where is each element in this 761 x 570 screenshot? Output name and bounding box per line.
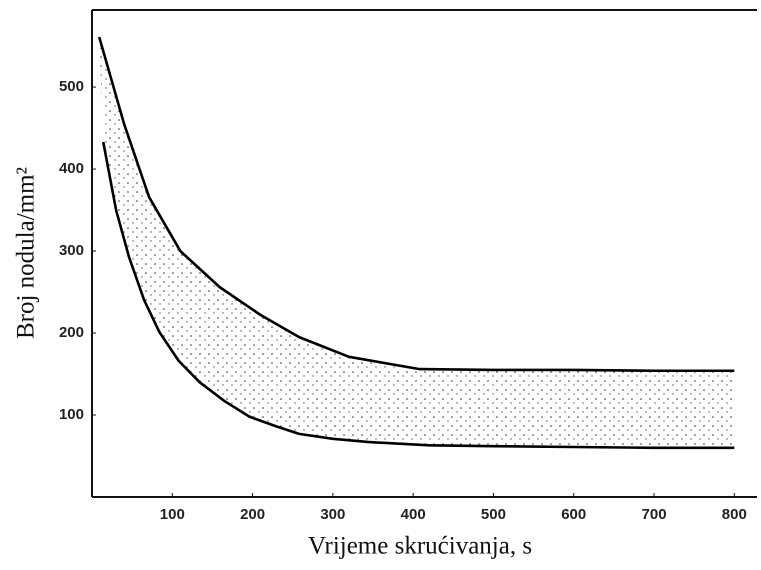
x-tick-label: 600: [561, 506, 586, 523]
band-layer: [99, 37, 735, 448]
x-tick-label: 100: [160, 506, 185, 523]
boundary-curve: [97, 36, 735, 373]
x-tick-label: 500: [481, 506, 506, 523]
boundary-curve: [101, 141, 735, 450]
x-tick-label: 300: [320, 506, 345, 523]
x-tick-label: 700: [642, 506, 667, 523]
band-fill: [99, 37, 735, 448]
y-tick-label: 400: [59, 160, 84, 177]
y-tick-label: 200: [59, 324, 84, 341]
x-tick-label: 400: [401, 506, 426, 523]
y-tick-label: 500: [59, 78, 84, 95]
x-axis-label: Vrijeme skrućivanja, s: [308, 533, 532, 560]
y-tick-label: 100: [59, 406, 84, 423]
y-tick-label: 300: [59, 242, 84, 259]
x-tick-label: 800: [722, 506, 747, 523]
x-tick-label: 200: [240, 506, 265, 523]
y-axis-label: Broj nodula/mm²: [13, 167, 40, 339]
